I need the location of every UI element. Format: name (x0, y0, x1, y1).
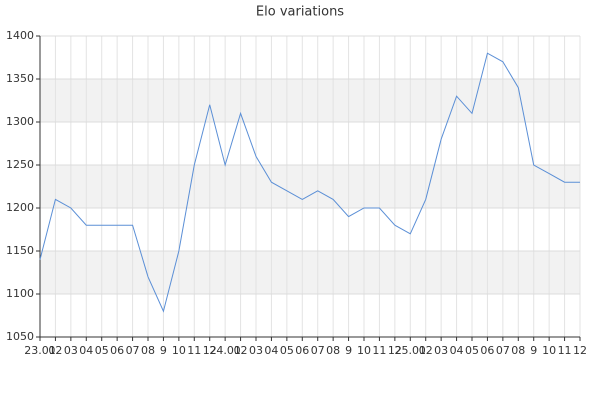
x-tick-label: 07 (126, 344, 140, 357)
x-tick-label: 12 (573, 344, 587, 357)
x-tick-label: 25.01 (395, 344, 427, 357)
x-tick-label: 07 (311, 344, 325, 357)
x-tick-label: 23.01 (24, 344, 56, 357)
x-tick-label: 08 (141, 344, 155, 357)
x-tick-label: 12 (203, 344, 217, 357)
x-tick-label: 10 (542, 344, 556, 357)
grid-band (40, 165, 580, 208)
y-tick-label: 1150 (6, 244, 34, 257)
x-tick-label: 11 (558, 344, 572, 357)
y-tick-label: 1050 (6, 330, 34, 343)
line-series (39, 52, 580, 313)
x-tick-label: 07 (496, 344, 510, 357)
y-tick-label: 1400 (6, 29, 34, 42)
x-tick-label: 08 (326, 344, 340, 357)
x-tick-label: 03 (434, 344, 448, 357)
x-tick-label: 04 (79, 344, 93, 357)
x-tick-label: 06 (295, 344, 309, 357)
x-tick-label: 9 (160, 344, 167, 357)
grid-band (40, 251, 580, 294)
x-tick-label: 04 (450, 344, 464, 357)
x-tick-label: 02 (234, 344, 248, 357)
chart-title: Elo variations (256, 5, 344, 20)
y-tick-label: 1300 (6, 115, 34, 128)
x-tick-label: 02 (419, 344, 433, 357)
x-tick-label: 08 (511, 344, 525, 357)
y-tick-label: 1250 (6, 158, 34, 171)
x-tick-label: 9 (345, 344, 352, 357)
x-tick-label: 24.01 (209, 344, 241, 357)
x-tick-label: 10 (357, 344, 371, 357)
x-tick-label: 02 (48, 344, 62, 357)
y-tick-label: 1200 (6, 201, 34, 214)
x-tick-label: 06 (110, 344, 124, 357)
x-tick-label: 05 (280, 344, 294, 357)
x-tick-label: 05 (95, 344, 109, 357)
x-tick-label: 11 (187, 344, 201, 357)
x-tick-label: 03 (249, 344, 263, 357)
y-tick-label: 1350 (6, 72, 34, 85)
x-tick-label: 03 (64, 344, 78, 357)
y-tick-label: 1100 (6, 287, 34, 300)
x-tick-label: 04 (264, 344, 278, 357)
grid-band (40, 79, 580, 122)
x-tick-label: 12 (388, 344, 402, 357)
x-tick-label: 05 (465, 344, 479, 357)
x-tick-label: 10 (172, 344, 186, 357)
x-tick-label: 06 (480, 344, 494, 357)
x-tick-label: 11 (372, 344, 386, 357)
x-tick-label: 9 (530, 344, 537, 357)
